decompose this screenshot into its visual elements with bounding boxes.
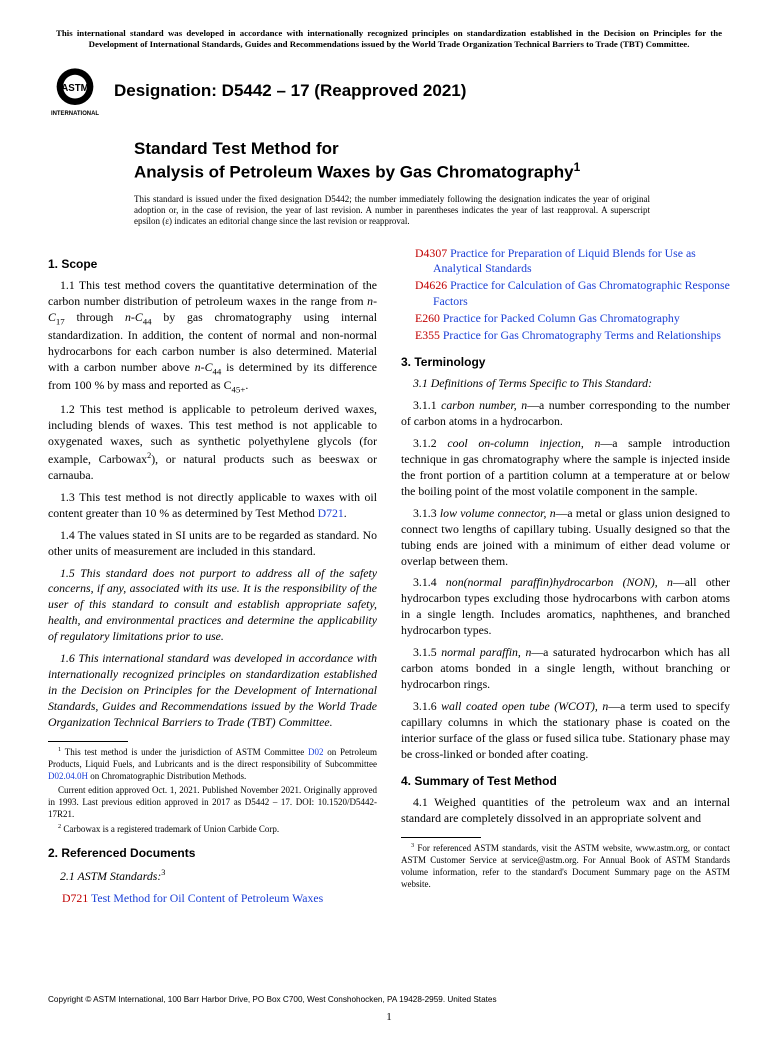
footnote-divider-left <box>48 741 128 742</box>
p11b: through <box>65 310 125 324</box>
s3sub: 3.1 Definitions of Terms Specific to Thi… <box>413 376 652 390</box>
para-1-5: 1.5 This standard does not purport to ad… <box>48 566 377 646</box>
footnote-2: 2 Carbowax is a registered trademark of … <box>48 823 377 835</box>
ref-e260: E260 Practice for Packed Column Gas Chro… <box>415 311 730 327</box>
ref-title-e355[interactable]: Practice for Gas Chromatography Terms an… <box>443 328 721 342</box>
d312t: cool on-column injection, n <box>447 436 600 450</box>
title-line-2: Analysis of Petroleum Waxes by Gas Chrom… <box>134 163 574 182</box>
d313t: low volume connector, n <box>440 506 556 520</box>
para-4-1: 4.1 Weighed quantities of the petroleum … <box>401 795 730 827</box>
header-row: ASTM INTERNATIONAL Designation: D5442 – … <box>48 64 730 118</box>
designation-text: Designation: D5442 – 17 (Reapproved 2021… <box>114 80 466 101</box>
nC44b: n-C <box>195 360 213 374</box>
d314t: non(normal paraffin)hydrocarbon (NON), n <box>446 575 673 589</box>
f3: For referenced ASTM standards, visit the… <box>401 843 730 889</box>
s45p: 45+ <box>231 384 245 394</box>
footnote-1: 1 This test method is under the jurisdic… <box>48 746 377 782</box>
ref-code-e355[interactable]: E355 <box>415 328 440 342</box>
ref-d721: D721 Test Method for Oil Content of Petr… <box>62 891 377 907</box>
link-d02-04-0h[interactable]: D02.04.0H <box>48 771 88 781</box>
def-3-1-1: 3.1.1 carbon number, n—a number correspo… <box>401 398 730 430</box>
footnote-divider-right <box>401 837 481 838</box>
footnote-3: 3 For referenced ASTM standards, visit t… <box>401 842 730 891</box>
s2sub: 2.1 ASTM Standards: <box>60 869 161 883</box>
def-3-1-2: 3.1.2 cool on-column injection, n—a samp… <box>401 436 730 500</box>
body-columns: 1. Scope 1.1 This test method covers the… <box>48 246 730 907</box>
s44b: 44 <box>212 366 221 376</box>
issuance-note: This standard is issued under the fixed … <box>134 194 730 228</box>
s17: 17 <box>56 316 65 326</box>
para-1-4: 1.4 The values stated in SI units are to… <box>48 528 377 560</box>
section-1-head: 1. Scope <box>48 256 377 272</box>
f1c: on Chromatographic Distribution Methods. <box>88 771 246 781</box>
title-line-1: Standard Test Method for <box>134 139 339 158</box>
top-compliance-notice: This international standard was develope… <box>48 28 730 50</box>
link-d02[interactable]: D02 <box>308 747 324 757</box>
section-3-head: 3. Terminology <box>401 354 730 370</box>
p11a: 1.1 This test method covers the quantita… <box>48 278 377 308</box>
ref-code-e260[interactable]: E260 <box>415 311 440 325</box>
ref-d4307: D4307 Practice for Preparation of Liquid… <box>415 246 730 278</box>
title-footnote-sup: 1 <box>574 160 581 174</box>
copyright-line: Copyright © ASTM International, 100 Barr… <box>48 995 730 1005</box>
para-1-2: 1.2 This test method is applicable to pe… <box>48 402 377 484</box>
astm-logo: ASTM INTERNATIONAL <box>48 64 102 118</box>
ref-code-d4307[interactable]: D4307 <box>415 246 447 260</box>
ref-d4626: D4626 Practice for Calculation of Gas Ch… <box>415 278 730 310</box>
ref-e355: E355 Practice for Gas Chromatography Ter… <box>415 328 730 344</box>
s44a: 44 <box>143 316 152 326</box>
para-2-1: 2.1 ASTM Standards:3 <box>48 867 377 885</box>
d315t: normal paraffin, n <box>441 645 531 659</box>
footnote-1-edition: Current edition approved Oct. 1, 2021. P… <box>48 784 377 820</box>
ref-code-d721[interactable]: D721 <box>62 891 88 905</box>
def-3-1-4: 3.1.4 non(normal paraffin)hydrocarbon (N… <box>401 575 730 639</box>
section-4-head: 4. Summary of Test Method <box>401 773 730 789</box>
page-number: 1 <box>0 1011 778 1025</box>
ref-title-d4307[interactable]: Practice for Preparation of Liquid Blend… <box>433 246 696 276</box>
nC44a: n-C <box>125 310 143 324</box>
ref-title-d721[interactable]: Test Method for Oil Content of Petroleum… <box>91 891 323 905</box>
d311t: carbon number, n <box>441 398 527 412</box>
para-1-6: 1.6 This international standard was deve… <box>48 651 377 731</box>
def-3-1-6: 3.1.6 wall coated open tube (WCOT), n—a … <box>401 699 730 763</box>
svg-text:INTERNATIONAL: INTERNATIONAL <box>51 111 99 117</box>
title-block: Standard Test Method for Analysis of Pet… <box>134 138 730 228</box>
para-1-1: 1.1 This test method covers the quantita… <box>48 278 377 397</box>
f2: Carbowax is a registered trademark of Un… <box>61 824 279 834</box>
section-2-head: 2. Referenced Documents <box>48 845 377 861</box>
para-3-1: 3.1 Definitions of Terms Specific to Thi… <box>401 376 730 392</box>
f1a: This test method is under the jurisdicti… <box>61 747 308 757</box>
s2subsup: 3 <box>161 868 165 877</box>
para-1-3: 1.3 This test method is not directly app… <box>48 490 377 522</box>
p11e: . <box>245 378 248 392</box>
def-3-1-5: 3.1.5 normal paraffin, n—a saturated hyd… <box>401 645 730 693</box>
svg-text:ASTM: ASTM <box>61 83 89 94</box>
ref-code-d4626[interactable]: D4626 <box>415 278 447 292</box>
ref-title-d4626[interactable]: Practice for Calculation of Gas Chromato… <box>433 278 730 308</box>
link-d721-inline[interactable]: D721 <box>318 506 344 520</box>
def-3-1-3: 3.1.3 low volume connector, n—a metal or… <box>401 506 730 570</box>
d316t: wall coated open tube (WCOT), n <box>441 699 608 713</box>
ref-title-e260[interactable]: Practice for Packed Column Gas Chromatog… <box>443 311 680 325</box>
p13b: . <box>344 506 347 520</box>
